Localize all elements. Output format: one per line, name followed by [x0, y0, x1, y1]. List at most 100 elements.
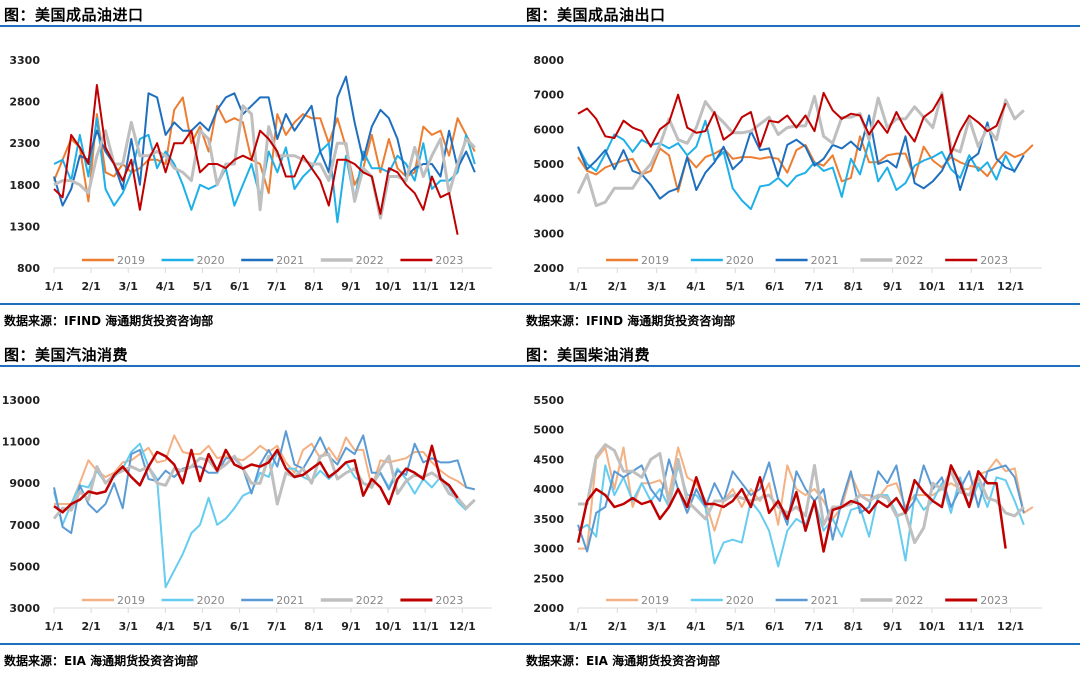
legend-label: 2021: [276, 254, 304, 267]
x-tick-label: 9/1: [341, 280, 360, 293]
legend-label: 2021: [811, 594, 839, 607]
legend-label: 2022: [356, 594, 384, 607]
legend-item-2023: 2023: [400, 254, 463, 267]
legend-item-2023: 2023: [945, 254, 1008, 267]
x-tick-label: 4/1: [156, 620, 175, 633]
y-tick-label: 800: [17, 262, 40, 275]
y-tick-label: 2000: [533, 262, 564, 275]
chart-panel-gasoline-consumption: 图：美国汽油消费 3000 5000 7000 9000 11000 13000 1/1 2/…: [0, 340, 540, 679]
legend-label: 2023: [980, 254, 1008, 267]
chart-title: 图：美国成品油出口: [526, 6, 666, 24]
x-tick-label: 6/1: [765, 280, 784, 293]
source-note: 数据来源：EIA 海通期货投资咨询部: [4, 654, 199, 668]
series-line-2019: [577, 135, 1034, 193]
x-tick-label: 7/1: [804, 280, 823, 293]
legend-label: 2019: [641, 594, 669, 607]
legend-label: 2022: [356, 254, 384, 267]
x-tick-label: 4/1: [686, 620, 705, 633]
x-tick-label: 5/1: [726, 620, 745, 633]
legend-label: 2021: [276, 594, 304, 607]
legend-label: 2019: [117, 254, 145, 267]
x-tick-label: 9/1: [341, 620, 360, 633]
x-tick-label: 1/1: [44, 620, 63, 633]
y-tick-label: 6000: [533, 123, 564, 136]
legend-item-2019: 2019: [82, 254, 145, 267]
title-divider: [0, 365, 540, 367]
y-tick-label: 7000: [533, 89, 564, 102]
legend-label: 2023: [435, 254, 463, 267]
legend-label: 2022: [895, 254, 923, 267]
x-tick-label: 6/1: [765, 620, 784, 633]
series-line-2021: [577, 458, 1025, 553]
chart-title: 图：美国汽油消费: [4, 346, 129, 364]
y-tick-label: 2800: [9, 96, 40, 109]
y-tick-label: 5000: [533, 158, 564, 171]
source-note: 数据来源：IFIND 海通期货投资咨询部: [526, 314, 736, 328]
x-tick-label: 2/1: [81, 620, 100, 633]
x-tick-label: 5/1: [193, 280, 212, 293]
x-tick-label: 4/1: [156, 280, 175, 293]
y-tick-label: 1300: [9, 220, 40, 233]
legend-item-2022: 2022: [860, 594, 923, 607]
x-tick-label: 12/1: [997, 620, 1024, 633]
chart-gasoline-consumption: 3000 5000 7000 9000 11000 13000 1/1 2/1 3/1 4/1 5/…: [2, 394, 492, 633]
legend-item-2020: 2020: [161, 594, 225, 607]
legend-label: 2020: [197, 594, 225, 607]
x-tick-label: 11/1: [412, 280, 439, 293]
source-note: 数据来源：IFIND 海通期货投资咨询部: [4, 314, 214, 328]
y-tick-label: 3300: [9, 54, 40, 67]
y-tick-label: 2000: [533, 602, 564, 615]
source-divider: [0, 303, 540, 305]
series-line-2020: [577, 464, 1025, 568]
x-tick-label: 8/1: [844, 280, 863, 293]
x-tick-label: 7/1: [267, 280, 286, 293]
legend-label: 2023: [435, 594, 463, 607]
series-line-2021: [53, 75, 476, 207]
legend-label: 2021: [811, 254, 839, 267]
series-line-2022: [53, 104, 476, 220]
legend-label: 2023: [980, 594, 1008, 607]
series-line-2019: [53, 96, 476, 203]
x-tick-label: 9/1: [883, 280, 902, 293]
y-tick-label: 3000: [9, 602, 40, 615]
x-tick-label: 2/1: [608, 280, 627, 293]
y-tick-label: 5500: [533, 394, 564, 407]
x-tick-label: 12/1: [997, 280, 1024, 293]
legend-item-2020: 2020: [690, 254, 754, 267]
x-tick-label: 10/1: [918, 620, 945, 633]
x-tick-label: 1/1: [568, 620, 587, 633]
x-tick-label: 11/1: [412, 620, 439, 633]
series-line-2019: [54, 434, 467, 505]
y-tick-label: 4000: [533, 483, 564, 496]
x-tick-label: 3/1: [647, 620, 666, 633]
y-tick-label: 9000: [9, 477, 40, 490]
legend-label: 2022: [895, 594, 923, 607]
y-tick-label: 2300: [9, 137, 40, 150]
x-tick-label: 11/1: [958, 280, 985, 293]
chart-panel-product-exports: 图：美国成品油出口 2000 3000 4000 5000 6000 7000 8000 1/…: [522, 0, 1080, 339]
legend-item-2021: 2021: [775, 254, 839, 267]
y-tick-label: 3000: [533, 227, 564, 240]
x-tick-label: 3/1: [119, 620, 138, 633]
y-tick-label: 3000: [533, 543, 564, 556]
series-line-2020: [53, 442, 467, 589]
title-divider: [0, 25, 540, 27]
chart-diesel-consumption: 2000 2500 3000 3500 4000 4500 5000 5500 1/1 2/1 3/…: [533, 394, 1042, 633]
legend-item-2020: 2020: [161, 254, 225, 267]
y-tick-label: 1800: [9, 179, 40, 192]
x-tick-label: 2/1: [608, 620, 627, 633]
x-tick-label: 5/1: [193, 620, 212, 633]
y-tick-label: 4500: [533, 453, 564, 466]
title-divider: [522, 365, 1080, 367]
x-tick-label: 6/1: [230, 620, 249, 633]
x-tick-label: 8/1: [304, 280, 323, 293]
chart-product-imports: 800 1300 1800 2300 2800 3300 1/1 2/1 3/1 4/1 5/1 6/…: [9, 54, 492, 293]
legend-label: 2019: [641, 254, 669, 267]
legend-label: 2019: [117, 594, 145, 607]
source-divider: [0, 643, 540, 645]
series-line-2023: [576, 464, 1007, 553]
x-tick-label: 8/1: [844, 620, 863, 633]
y-tick-label: 3500: [533, 513, 564, 526]
x-tick-label: 5/1: [726, 280, 745, 293]
x-tick-label: 6/1: [230, 280, 249, 293]
